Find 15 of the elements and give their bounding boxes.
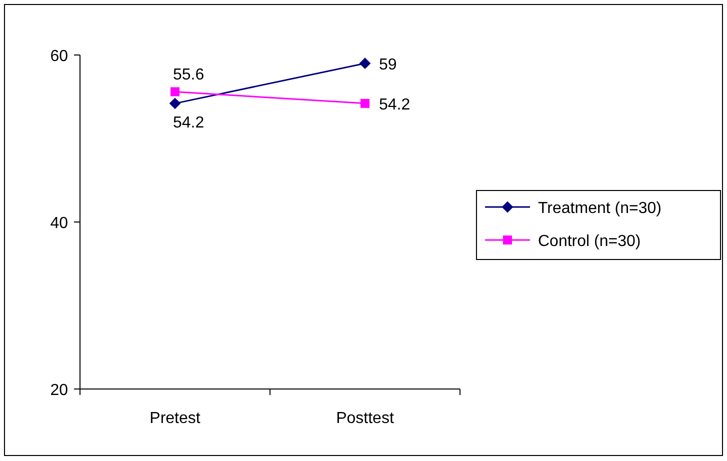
data-label: 54.2 <box>379 96 410 114</box>
data-label: 54.2 <box>173 114 204 132</box>
y-tick-label: 20 <box>50 382 68 399</box>
x-tick-label: Pretest <box>150 410 201 427</box>
legend-label: Treatment (n=30) <box>538 200 662 217</box>
point <box>360 58 370 69</box>
data-label: 59 <box>379 56 397 74</box>
point <box>170 87 180 96</box>
y-tick-label: 60 <box>50 48 68 65</box>
data-label: 55.6 <box>173 66 204 84</box>
point <box>170 98 180 109</box>
point <box>360 98 370 108</box>
legend-label: Control (n=30) <box>538 233 641 250</box>
x-tick-label: Posttest <box>336 410 394 427</box>
y-tick-label: 40 <box>50 215 68 232</box>
